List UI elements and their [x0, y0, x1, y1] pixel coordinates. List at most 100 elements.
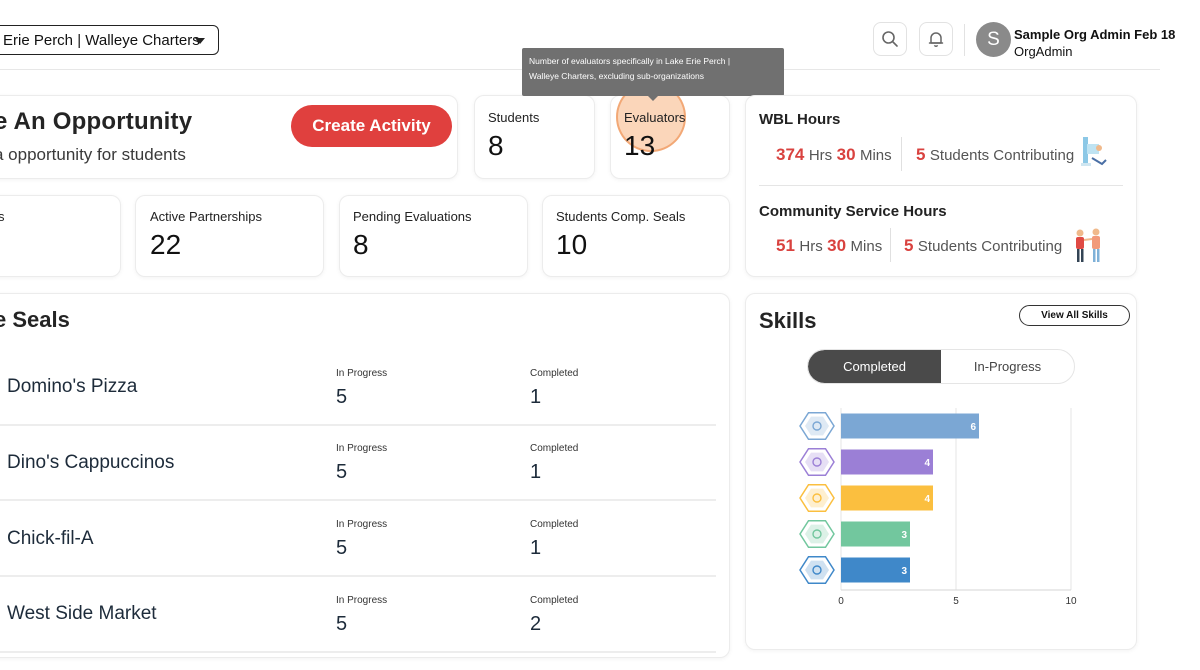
- students-label: Students: [488, 110, 540, 125]
- skill-glyph-icon: [812, 529, 822, 539]
- create-activity-button[interactable]: Create Activity: [291, 105, 452, 147]
- pending-evaluations-card[interactable]: [339, 195, 528, 277]
- row-divider: [0, 575, 716, 577]
- search-icon: [882, 31, 898, 47]
- in-progress-value: 5: [336, 461, 348, 483]
- seals-title: e Seals: [0, 307, 70, 332]
- chart-bar: [841, 557, 910, 583]
- completed-label: Completed: [530, 519, 579, 530]
- completed-value: 1: [530, 386, 542, 408]
- skill-hexagon-fill: [805, 560, 829, 580]
- chart-bar-value-label: 4: [924, 494, 930, 505]
- active-partnerships-label: Active Partnerships: [150, 209, 262, 224]
- community-hours-title: Community Service Hours: [759, 203, 947, 220]
- skills-status-toggle: Completed In-Progress: [807, 349, 1075, 384]
- skill-glyph-icon: [812, 565, 822, 575]
- skill-hexagon-icon: [799, 483, 835, 513]
- evaluators-tooltip: Number of evaluators specifically in Lak…: [522, 48, 784, 96]
- students-value: 8: [488, 130, 504, 161]
- chart-bar: [841, 449, 933, 475]
- wbl-mins-unit: Mins: [859, 147, 892, 164]
- wbl-hours-title: WBL Hours: [759, 111, 841, 128]
- active-partnerships-value: 22: [150, 229, 182, 260]
- community-divider: [890, 228, 891, 262]
- completed-label: Completed: [530, 443, 579, 454]
- notifications-button[interactable]: [919, 22, 953, 56]
- bell-icon: [928, 32, 944, 47]
- in-progress-label: In Progress: [336, 595, 388, 606]
- community-students-count: 5: [904, 236, 914, 255]
- skill-hexagon-fill: [805, 524, 829, 544]
- community-hrs-unit: Hrs: [799, 238, 823, 255]
- community-students: 5 Students Contributing: [904, 236, 1062, 256]
- skill-glyph-icon: [812, 493, 822, 503]
- wbl-students-count: 5: [916, 145, 926, 164]
- row-divider: [0, 499, 716, 501]
- chart-bar-value-label: 3: [901, 566, 907, 577]
- community-mins: 30: [827, 236, 847, 255]
- active-partnerships-card[interactable]: [135, 195, 324, 277]
- in-progress-value: 5: [336, 613, 348, 635]
- opportunity-subtitle: a opportunity for students: [0, 145, 186, 164]
- chart-bar: [841, 413, 979, 439]
- skills-title: Skills: [759, 308, 817, 333]
- completed-label: Completed: [530, 368, 579, 379]
- tab-completed[interactable]: Completed: [808, 350, 941, 383]
- chevron-down-icon: [195, 38, 205, 44]
- chart-bar: [841, 485, 933, 511]
- completed-value: 2: [530, 613, 542, 635]
- skill-glyph-icon: [812, 421, 822, 431]
- in-progress-label: In Progress: [336, 443, 388, 454]
- organization-select[interactable]: Erie Perch | Walleye Charters: [0, 25, 219, 55]
- seal-name[interactable]: Chick-fil-A: [7, 528, 94, 549]
- wbl-hours-value: 374 Hrs 30 Mins: [776, 145, 892, 165]
- opportunity-title: e An Opportunity: [0, 108, 193, 135]
- chart-x-tick-label: 5: [953, 596, 959, 607]
- hours-divider: [759, 185, 1123, 186]
- chart-bar-value-label: 4: [924, 458, 930, 469]
- chart-x-tick-label: 10: [1065, 596, 1077, 607]
- wbl-illustration-icon: [1081, 137, 1107, 166]
- search-button[interactable]: [873, 22, 907, 56]
- skill-hexagon-fill: [805, 488, 829, 508]
- seal-name[interactable]: Dino's Cappuccinos: [7, 452, 175, 473]
- students-comp-seals-label: Students Comp. Seals: [556, 209, 686, 224]
- chart-bar-value-label: 6: [970, 422, 976, 433]
- organization-select-value: Erie Perch | Walleye Charters: [3, 31, 200, 49]
- completed-value: 1: [530, 461, 542, 483]
- wbl-students: 5 Students Contributing: [916, 145, 1074, 165]
- stat-card-partial[interactable]: [0, 195, 121, 277]
- stat-label-partial: s: [0, 209, 5, 224]
- students-stat-card[interactable]: [474, 95, 595, 179]
- tooltip-arrow: [647, 95, 659, 101]
- community-illustration-icon: [1076, 228, 1100, 262]
- students-comp-seals-card[interactable]: [542, 195, 730, 277]
- seal-name[interactable]: Domino's Pizza: [7, 376, 138, 397]
- view-all-skills-button[interactable]: View All Skills: [1019, 305, 1130, 326]
- wbl-divider: [901, 137, 902, 171]
- user-name[interactable]: Sample Org Admin Feb 18: [1014, 27, 1176, 42]
- chart-bar: [841, 521, 910, 547]
- completed-value: 1: [530, 537, 542, 559]
- skills-bar-chart: 6 4 4 3 3 0 5 10: [799, 408, 1077, 607]
- community-hrs: 51: [776, 236, 795, 255]
- skill-hexagon-fill: [805, 416, 829, 436]
- user-role: OrgAdmin: [1014, 44, 1073, 59]
- wbl-hrs-unit: Hrs: [808, 147, 833, 164]
- tab-in-progress[interactable]: In-Progress: [973, 359, 1042, 374]
- community-mins-unit: Mins: [850, 238, 883, 255]
- avatar[interactable]: S: [976, 22, 1011, 57]
- tooltip-line-1: Number of evaluators specifically in Lak…: [529, 56, 731, 66]
- row-divider: [0, 651, 716, 653]
- tooltip-line-2: Walleye Charters, excluding sub-organiza…: [529, 71, 704, 81]
- hours-card: [745, 95, 1137, 277]
- skill-hexagon-icon: [799, 555, 835, 585]
- pending-evaluations-label: Pending Evaluations: [353, 209, 472, 224]
- skill-hexagon-icon: [799, 411, 835, 441]
- community-hours-value: 51 Hrs 30 Mins: [776, 236, 882, 256]
- seal-name[interactable]: West Side Market: [7, 603, 157, 624]
- pending-evaluations-value: 8: [353, 229, 369, 260]
- evaluators-label: Evaluators: [624, 110, 686, 125]
- evaluators-value: 13: [624, 130, 656, 161]
- chart-bar-value-label: 3: [901, 530, 907, 541]
